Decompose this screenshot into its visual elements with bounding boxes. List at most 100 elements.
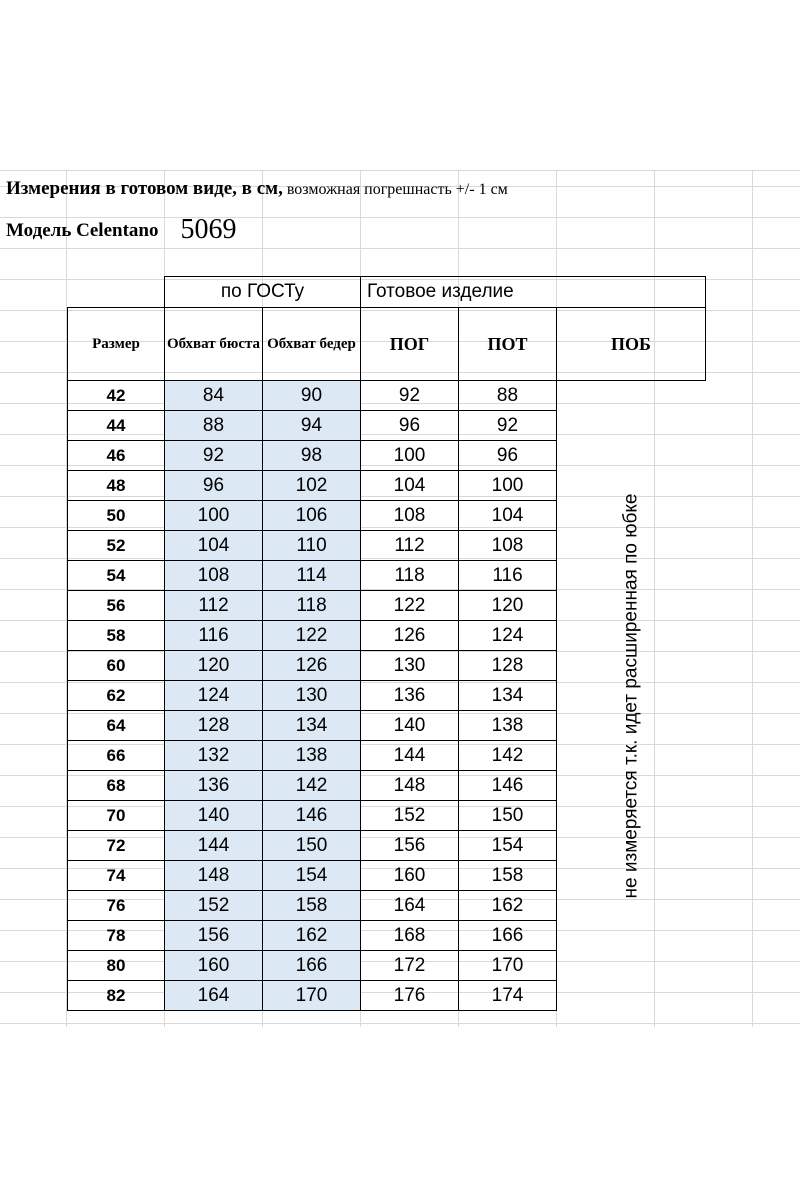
bust-cell: 136 (164, 770, 263, 801)
pog-cell: 148 (360, 770, 459, 801)
pot-cell: 158 (458, 860, 557, 891)
pog-cell: 172 (360, 950, 459, 981)
empty-cell (68, 277, 165, 308)
table-row: 54 108 114 118 116 (67, 560, 706, 591)
pot-cell: 142 (458, 740, 557, 771)
hips-cell: 146 (262, 800, 361, 831)
bust-cell: 108 (164, 560, 263, 591)
header-hips: Обхват бедер (262, 307, 361, 381)
table-row: 76 152 158 164 162 (67, 890, 706, 921)
table-row: 80 160 166 172 170 (67, 950, 706, 981)
hips-cell: 114 (262, 560, 361, 591)
bust-cell: 148 (164, 860, 263, 891)
pob-note-cell: не измеряется т.к. идет расширенная по ю… (556, 380, 706, 1011)
bust-cell: 88 (164, 410, 263, 441)
bust-cell: 132 (164, 740, 263, 771)
pob-note: не измеряется т.к. идет расширенная по ю… (620, 493, 642, 899)
header-size: Размер (67, 307, 165, 381)
size-cell: 56 (67, 590, 165, 621)
pot-cell: 92 (458, 410, 557, 441)
table-row: 66 132 138 144 142 (67, 740, 706, 771)
size-cell: 76 (67, 890, 165, 921)
header-bust: Обхват бюста (164, 307, 263, 381)
pot-cell: 146 (458, 770, 557, 801)
measurement-title: Измерения в готовом виде, в см, возможна… (6, 178, 508, 200)
bust-cell: 152 (164, 890, 263, 921)
pog-cell: 140 (360, 710, 459, 741)
title-note: возможная погрешнасть +/- 1 см (286, 181, 508, 198)
pog-cell: 168 (360, 920, 459, 951)
size-cell: 42 (67, 380, 165, 411)
bust-cell: 140 (164, 800, 263, 831)
pog-cell: 92 (360, 380, 459, 411)
hips-cell: 98 (262, 440, 361, 471)
bust-cell: 84 (164, 380, 263, 411)
hips-cell: 106 (262, 500, 361, 531)
pot-cell: 124 (458, 620, 557, 651)
pog-cell: 126 (360, 620, 459, 651)
table-row: 70 140 146 152 150 (67, 800, 706, 831)
bust-cell: 156 (164, 920, 263, 951)
hips-cell: 102 (262, 470, 361, 501)
pog-cell: 164 (360, 890, 459, 921)
hips-cell: 166 (262, 950, 361, 981)
hips-cell: 158 (262, 890, 361, 921)
table-row: 64 128 134 140 138 (67, 710, 706, 741)
column-header-row: Размер Обхват бюста Обхват бедер ПОГ ПОТ… (67, 307, 706, 381)
size-cell: 70 (67, 800, 165, 831)
pog-cell: 96 (360, 410, 459, 441)
bust-cell: 144 (164, 830, 263, 861)
pog-cell: 160 (360, 860, 459, 891)
pot-cell: 104 (458, 500, 557, 531)
pot-cell: 96 (458, 440, 557, 471)
table-row: 68 136 142 148 146 (67, 770, 706, 801)
group-gost: по ГОСТу (164, 276, 361, 308)
size-cell: 60 (67, 650, 165, 681)
bust-cell: 100 (164, 500, 263, 531)
bust-cell: 96 (164, 470, 263, 501)
bust-cell: 124 (164, 680, 263, 711)
hips-cell: 126 (262, 650, 361, 681)
size-cell: 52 (67, 530, 165, 561)
pot-cell: 162 (458, 890, 557, 921)
table-row: 56 112 118 122 120 (67, 590, 706, 621)
size-cell: 66 (67, 740, 165, 771)
table-row: 50 100 106 108 104 (67, 500, 706, 531)
model-title: Модель Celentano 5069 (6, 212, 237, 245)
size-cell: 82 (67, 980, 165, 1011)
pog-cell: 104 (360, 470, 459, 501)
hips-cell: 142 (262, 770, 361, 801)
pot-cell: 108 (458, 530, 557, 561)
pot-cell: 88 (458, 380, 557, 411)
pog-cell: 156 (360, 830, 459, 861)
size-cell: 80 (67, 950, 165, 981)
size-cell: 64 (67, 710, 165, 741)
hips-cell: 154 (262, 860, 361, 891)
table-row: 44 88 94 96 92 (67, 410, 706, 441)
table-row: 82 164 170 176 174 (67, 980, 706, 1011)
bust-cell: 160 (164, 950, 263, 981)
pot-cell: 116 (458, 560, 557, 591)
hips-cell: 110 (262, 530, 361, 561)
pot-cell: 154 (458, 830, 557, 861)
size-cell: 62 (67, 680, 165, 711)
hips-cell: 90 (262, 380, 361, 411)
model-number: 5069 (180, 214, 237, 245)
size-cell: 78 (67, 920, 165, 951)
pot-cell: 100 (458, 470, 557, 501)
hips-cell: 162 (262, 920, 361, 951)
pot-cell: 128 (458, 650, 557, 681)
size-cell: 48 (67, 470, 165, 501)
bust-cell: 116 (164, 620, 263, 651)
bust-cell: 120 (164, 650, 263, 681)
hips-cell: 150 (262, 830, 361, 861)
bust-cell: 112 (164, 590, 263, 621)
group-ready: Готовое изделие (360, 276, 706, 308)
pot-cell: 174 (458, 980, 557, 1011)
bust-cell: 128 (164, 710, 263, 741)
pog-cell: 108 (360, 500, 459, 531)
group-header-row: по ГОСТу Готовое изделие (68, 276, 706, 308)
hips-cell: 118 (262, 590, 361, 621)
pot-cell: 138 (458, 710, 557, 741)
pog-cell: 118 (360, 560, 459, 591)
